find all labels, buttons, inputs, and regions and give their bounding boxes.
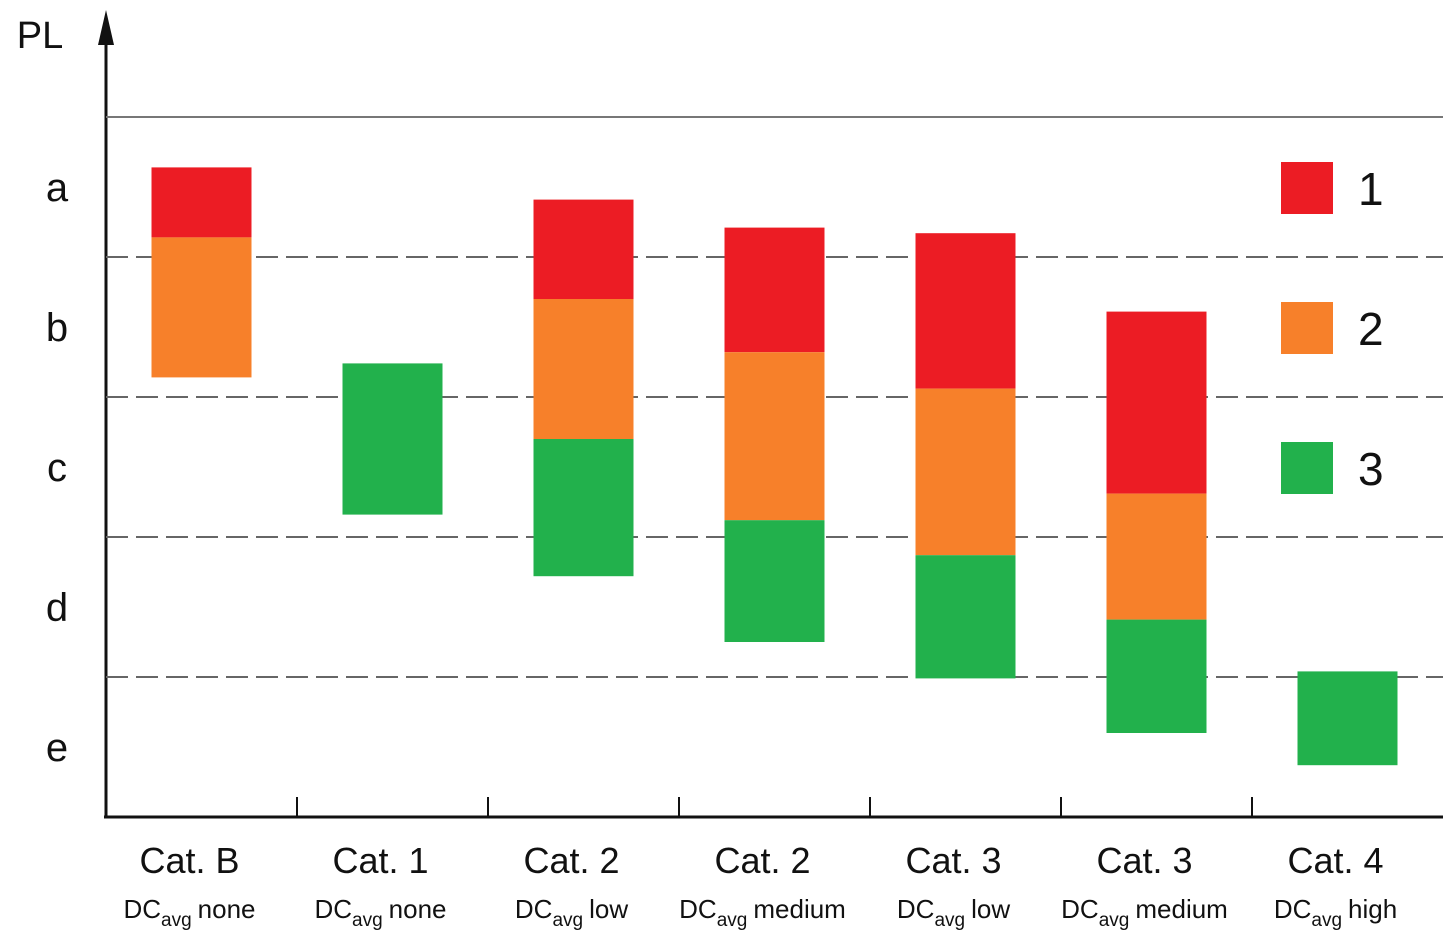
x-tick-sublabel: DCavg low — [515, 894, 628, 931]
dc-level: medium — [1135, 894, 1227, 924]
legend-swatch — [1281, 442, 1333, 494]
bar-segment — [1106, 311, 1207, 494]
bar-segment — [915, 233, 1016, 389]
dc-label: DC — [897, 894, 935, 924]
x-tick-label: Cat. 3 — [1096, 840, 1192, 881]
dc-subscript: avg — [352, 910, 383, 931]
x-tick-label: Cat. 4 — [1287, 840, 1383, 881]
dc-subscript: avg — [934, 910, 965, 931]
x-tick-sublabel: DCavg medium — [679, 894, 846, 931]
bar-segment — [533, 199, 634, 299]
y-axis-label: PL — [17, 15, 63, 57]
bar-segment — [533, 439, 634, 577]
dc-subscript: avg — [1311, 910, 1342, 931]
x-tick-sublabel: DCavg none — [123, 894, 255, 931]
bar-segment — [533, 299, 634, 439]
dc-subscript: avg — [552, 910, 583, 931]
dc-level: none — [198, 894, 256, 924]
dc-level: medium — [753, 894, 845, 924]
legend-swatch — [1281, 162, 1333, 214]
x-tick-label: Cat. B — [139, 840, 239, 881]
dc-subscript: avg — [1099, 910, 1130, 931]
bar-segment — [724, 227, 825, 353]
y-tick-label: c — [47, 446, 67, 490]
dc-label: DC — [1061, 894, 1099, 924]
bar-segment — [724, 352, 825, 521]
dc-subscript: avg — [717, 910, 748, 931]
x-tick-sublabel: DCavg low — [897, 894, 1010, 931]
dc-label: DC — [314, 894, 352, 924]
y-tick-label: a — [46, 166, 69, 210]
bar-segment — [915, 555, 1016, 679]
legend-label: 1 — [1358, 163, 1384, 215]
dc-level: low — [589, 894, 628, 924]
bar-segment — [342, 363, 443, 515]
y-tick-label: e — [46, 726, 68, 770]
legend-swatch — [1281, 302, 1333, 354]
dc-label: DC — [1274, 894, 1312, 924]
bar-segment — [151, 237, 252, 378]
dc-label: DC — [123, 894, 161, 924]
x-tick-sublabel: DCavg medium — [1061, 894, 1228, 931]
bar-segment — [1297, 671, 1398, 766]
dc-level: none — [389, 894, 447, 924]
dc-label: DC — [515, 894, 553, 924]
bar-segment — [1106, 619, 1207, 733]
x-tick-label: Cat. 2 — [523, 840, 619, 881]
bar-segment — [915, 388, 1016, 556]
x-tick-sublabel: DCavg none — [314, 894, 446, 931]
x-tick-label: Cat. 2 — [714, 840, 810, 881]
y-axis-arrow — [98, 10, 114, 45]
dc-level: high — [1348, 894, 1397, 924]
dc-level: low — [971, 894, 1010, 924]
x-tick-sublabel: DCavg high — [1274, 894, 1397, 931]
bar-segment — [1106, 493, 1207, 620]
legend-label: 3 — [1358, 443, 1384, 495]
dc-label: DC — [679, 894, 717, 924]
y-tick-label: b — [46, 306, 68, 350]
legend-label: 2 — [1358, 303, 1384, 355]
x-tick-label: Cat. 1 — [332, 840, 428, 881]
y-tick-label: d — [46, 586, 68, 630]
bar-segment — [151, 167, 252, 238]
dc-subscript: avg — [161, 910, 192, 931]
bar-segment — [724, 520, 825, 642]
x-tick-label: Cat. 3 — [905, 840, 1001, 881]
